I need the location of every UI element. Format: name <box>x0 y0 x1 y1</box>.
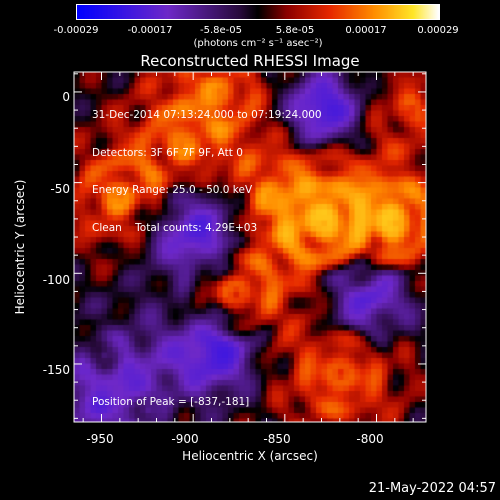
colorbar <box>76 4 440 20</box>
colorbar-tick: -0.00029 <box>53 25 99 36</box>
x-tick-label: -900 <box>171 432 199 446</box>
annotation-counts: Clean Total counts: 4.29E+03 <box>92 221 258 234</box>
y-tick-label: 0 <box>62 90 70 104</box>
annotation-energy: Energy Range: 25.0 - 50.0 keV <box>92 184 253 196</box>
x-tick-label: -950 <box>86 432 114 446</box>
x-tick-label: -850 <box>263 432 291 446</box>
x-tick-label: -800 <box>356 432 384 446</box>
peak-position-label: Position of Peak = [-837,-181] <box>92 396 250 408</box>
colorbar-tick: 5.8e-05 <box>275 25 315 36</box>
x-axis-label: Heliocentric X (arcsec) <box>182 449 318 463</box>
colorbar-tick: -5.8e-05 <box>200 25 242 36</box>
heatmap-image <box>74 72 426 422</box>
annotation-block: 31-Dec-2014 07:13:24.000 to 07:19:24.000… <box>92 84 322 247</box>
y-axis-label: Heliocentric Y (arcsec) <box>13 179 27 315</box>
y-tick-label: -50 <box>50 182 70 196</box>
plot-frame <box>73 71 427 423</box>
annotation-time: 31-Dec-2014 07:13:24.000 to 07:19:24.000 <box>92 109 322 121</box>
annotation-detectors: Detectors: 3F 6F 7F 9F, Att 0 <box>92 146 243 159</box>
timestamp: 21-May-2022 04:57 <box>368 481 496 496</box>
chart-title: Reconstructed RHESSI Image <box>140 52 360 70</box>
colorbar-tick: 0.00029 <box>417 25 459 36</box>
y-tick-label: -150 <box>42 363 70 377</box>
colorbar-unit-label: (photons cm⁻² s⁻¹ asec⁻²) <box>193 38 323 49</box>
y-tick-label: -100 <box>42 273 70 287</box>
colorbar-tick: -0.00017 <box>127 25 173 36</box>
colorbar-tick: 0.00017 <box>345 25 387 36</box>
